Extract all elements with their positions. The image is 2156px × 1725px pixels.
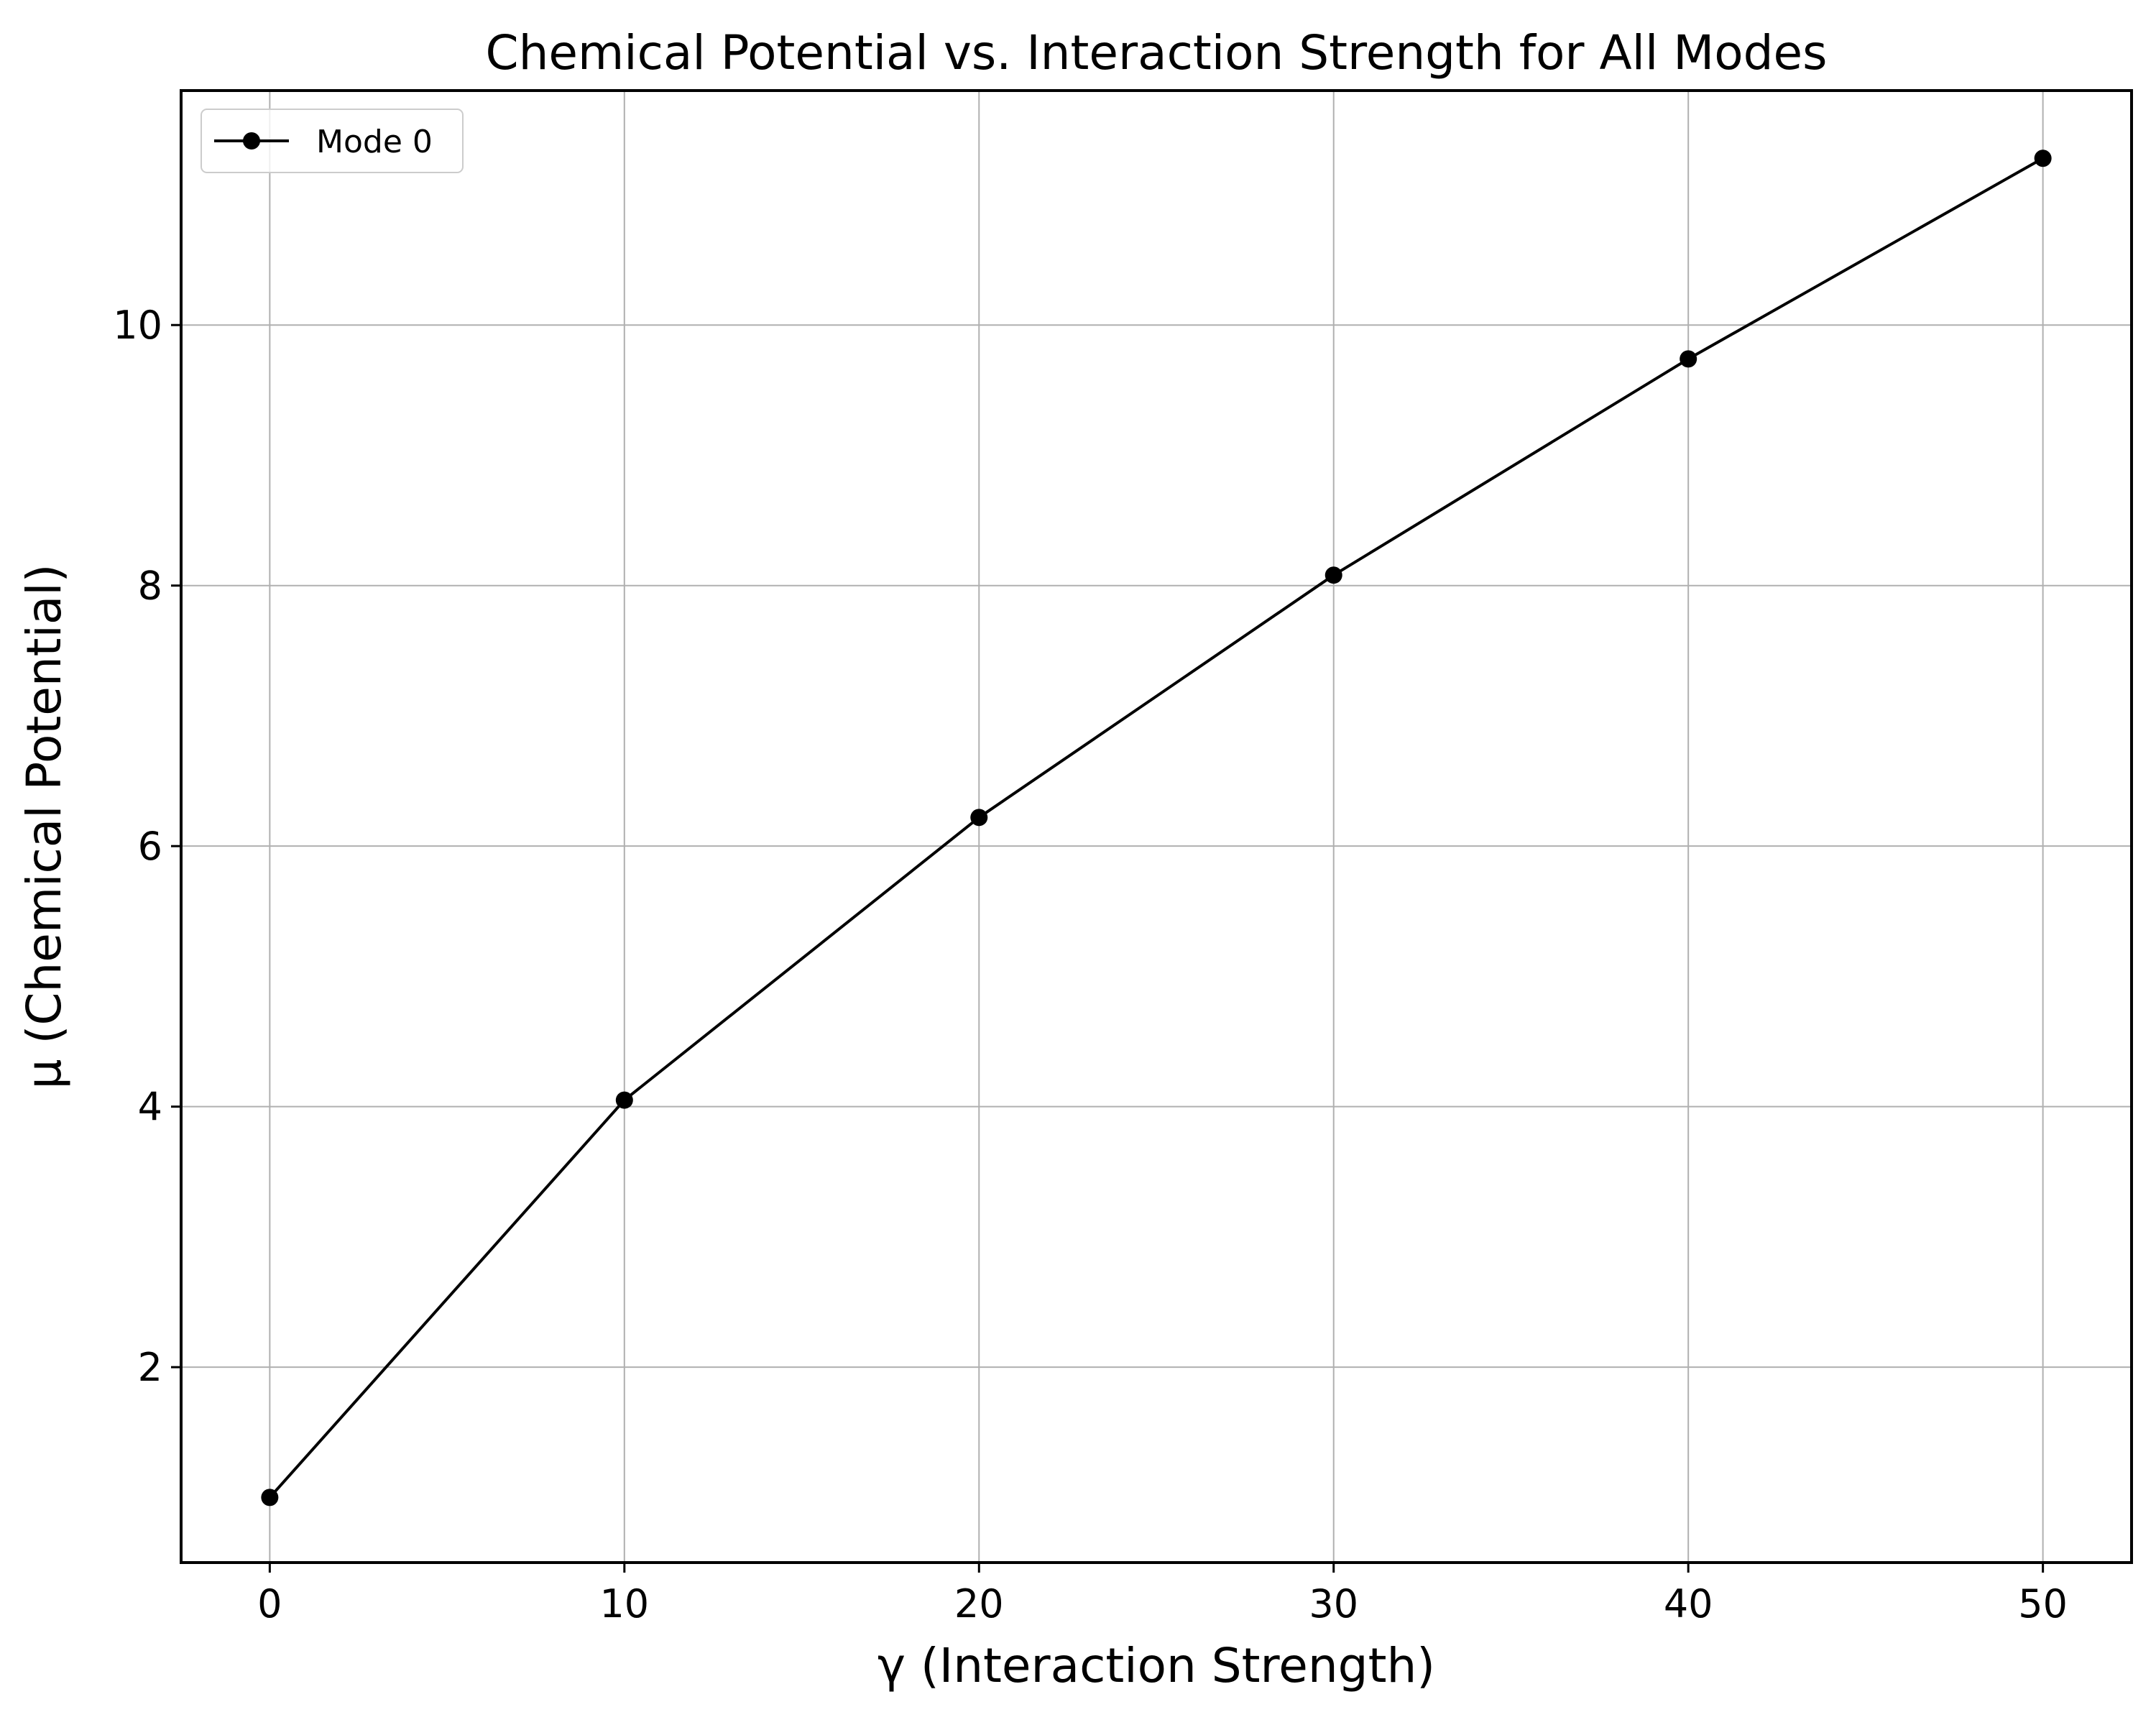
legend-box <box>201 109 464 173</box>
x-tick-label: 0 <box>257 1581 282 1627</box>
chart-title: Chemical Potential vs. Interaction Stren… <box>486 25 1828 80</box>
y-tick-label: 8 <box>138 564 162 609</box>
legend-marker-mode-0 <box>243 132 260 150</box>
x-tick-label: 20 <box>954 1581 1004 1627</box>
grid-lines <box>181 91 2132 1563</box>
x-tick-label: 10 <box>599 1581 649 1627</box>
y-axis-label: μ (Chemical Potential) <box>17 564 72 1090</box>
data-point <box>1325 566 1342 584</box>
series-line-mode-0 <box>268 157 2044 1499</box>
legend-label-mode-0: Mode 0 <box>316 124 433 160</box>
x-tick-label: 50 <box>2018 1581 2068 1627</box>
data-point <box>970 809 988 827</box>
series-layer <box>261 150 2052 1506</box>
data-point <box>615 1091 633 1109</box>
axis-ticks: 0 10 20 30 40 50 2 4 6 8 10 <box>113 303 2068 1627</box>
data-point <box>2034 150 2052 167</box>
y-tick-label: 4 <box>138 1085 162 1130</box>
data-point <box>1680 350 1697 368</box>
y-tick-label: 10 <box>113 303 162 348</box>
x-axis-label: γ (Interaction Strength) <box>877 1638 1435 1693</box>
y-tick-label: 2 <box>138 1345 162 1390</box>
x-tick-label: 30 <box>1309 1581 1358 1627</box>
y-tick-label: 6 <box>138 824 162 869</box>
x-tick-label: 40 <box>1664 1581 1713 1627</box>
legend: Mode 0 <box>201 109 464 173</box>
data-point <box>261 1489 279 1506</box>
plot-frame <box>180 89 2133 1564</box>
